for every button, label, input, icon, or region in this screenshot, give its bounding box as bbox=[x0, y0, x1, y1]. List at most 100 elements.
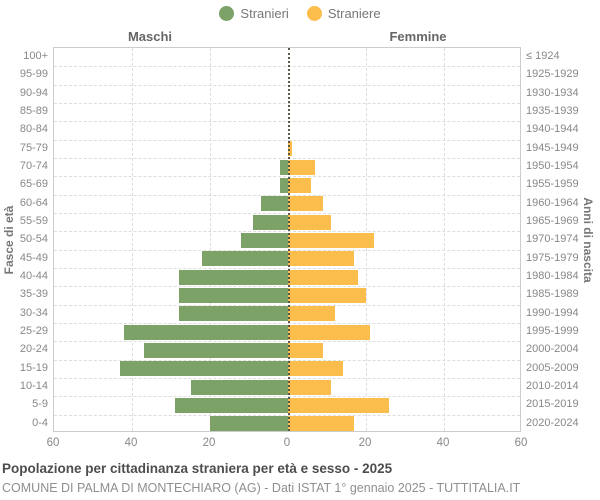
birth-year-label: 1955-1959 bbox=[526, 178, 579, 191]
age-label: 75-79 bbox=[19, 141, 48, 154]
bar-female-0-4 bbox=[288, 416, 355, 432]
plot-area bbox=[53, 47, 521, 432]
birth-year-label: 2020-2024 bbox=[526, 416, 579, 429]
bar-female-10-14 bbox=[288, 379, 331, 395]
birth-year-label: 1985-1989 bbox=[526, 288, 579, 301]
bar-female-35-39 bbox=[288, 288, 366, 303]
horizontal-gridline bbox=[54, 84, 520, 86]
legend-label: Stranieri bbox=[240, 6, 289, 21]
bar-female-40-44 bbox=[288, 269, 359, 285]
x-tick-label: 60 bbox=[514, 437, 528, 449]
birth-year-label: 1935-1939 bbox=[526, 105, 579, 117]
horizontal-gridline bbox=[54, 249, 520, 251]
birth-year-label: 2000-2004 bbox=[526, 343, 579, 356]
horizontal-gridline bbox=[54, 286, 520, 288]
birth-year-label: 1965-1969 bbox=[526, 215, 579, 227]
age-label: 15-19 bbox=[19, 361, 48, 374]
bar-male-15-19 bbox=[120, 361, 288, 377]
age-label: 60-64 bbox=[19, 196, 48, 209]
age-label: 100+ bbox=[23, 50, 48, 62]
vertical-gridline bbox=[210, 48, 211, 431]
x-tick-label: 60 bbox=[46, 437, 60, 449]
age-label: 50-54 bbox=[19, 233, 48, 246]
age-label: 30-34 bbox=[19, 306, 48, 319]
birth-year-label: 1970-1974 bbox=[526, 233, 579, 246]
age-label: 90-94 bbox=[19, 86, 48, 99]
horizontal-gridline bbox=[54, 213, 520, 214]
age-label: 95-99 bbox=[19, 68, 48, 81]
bar-male-60-64 bbox=[260, 196, 288, 212]
horizontal-gridline bbox=[54, 194, 520, 196]
birth-year-label: 1975-1979 bbox=[526, 251, 579, 264]
stranieri-swatch-icon bbox=[219, 6, 235, 21]
legend-item-stranieri: Stranieri bbox=[219, 6, 289, 21]
bar-female-65-69 bbox=[288, 178, 312, 193]
birth-year-label: 2010-2014 bbox=[526, 380, 579, 392]
birth-year-label: 2015-2019 bbox=[526, 398, 579, 411]
horizontal-gridline bbox=[54, 231, 520, 233]
bar-female-30-34 bbox=[288, 306, 335, 322]
bar-male-0-4 bbox=[210, 416, 288, 432]
straniere-swatch-icon bbox=[306, 6, 322, 21]
horizontal-gridline bbox=[54, 414, 520, 416]
x-tick-label: 20 bbox=[358, 437, 372, 449]
legend-label: Straniere bbox=[327, 6, 381, 21]
birth-year-label: 2005-2009 bbox=[526, 361, 579, 374]
bar-male-40-44 bbox=[178, 269, 288, 285]
bar-male-65-69 bbox=[280, 178, 288, 193]
legend: Stranieri Straniere bbox=[0, 6, 600, 21]
chart-title: Popolazione per cittadinanza straniera p… bbox=[2, 461, 393, 476]
vertical-gridline bbox=[444, 48, 445, 431]
horizontal-gridline bbox=[54, 359, 520, 361]
bar-female-25-29 bbox=[288, 324, 370, 340]
bar-female-15-19 bbox=[288, 361, 343, 377]
age-label: 65-69 bbox=[19, 178, 48, 191]
bar-female-45-49 bbox=[288, 251, 355, 267]
birth-year-label: 1925-1929 bbox=[526, 68, 579, 81]
bar-male-20-24 bbox=[143, 343, 288, 358]
bar-male-25-29 bbox=[124, 324, 288, 340]
age-label: 70-74 bbox=[19, 160, 48, 172]
horizontal-gridline bbox=[54, 304, 520, 306]
horizontal-gridline bbox=[54, 158, 520, 159]
legend-item-straniere: Straniere bbox=[306, 6, 381, 21]
bar-male-10-14 bbox=[190, 379, 288, 395]
horizontal-gridline bbox=[54, 139, 520, 141]
bar-male-70-74 bbox=[280, 159, 288, 175]
bar-male-45-49 bbox=[202, 251, 288, 267]
zero-axis-line bbox=[288, 48, 290, 431]
horizontal-gridline bbox=[54, 396, 520, 398]
bar-female-70-74 bbox=[288, 159, 316, 175]
bar-female-50-54 bbox=[288, 233, 374, 248]
bar-male-30-34 bbox=[178, 306, 288, 322]
age-label: 55-59 bbox=[19, 215, 48, 227]
age-label: 45-49 bbox=[19, 251, 48, 264]
age-label: 5-9 bbox=[32, 398, 48, 411]
x-tick-label: 0 bbox=[283, 437, 291, 449]
vertical-gridline bbox=[132, 48, 133, 431]
birth-year-label: 1990-1994 bbox=[526, 306, 579, 319]
x-tick-label: 40 bbox=[436, 437, 450, 449]
birth-year-label: 1945-1949 bbox=[526, 141, 579, 154]
age-label: 10-14 bbox=[19, 380, 48, 392]
horizontal-gridline bbox=[54, 268, 520, 269]
bar-female-5-9 bbox=[288, 398, 390, 413]
right-axis-title: Anni di nascita bbox=[581, 197, 595, 283]
bar-female-20-24 bbox=[288, 343, 324, 358]
birth-year-label: 1980-1984 bbox=[526, 270, 579, 282]
horizontal-gridline bbox=[54, 341, 520, 343]
horizontal-gridline bbox=[54, 323, 520, 324]
birth-year-label: 1930-1934 bbox=[526, 86, 579, 99]
birth-year-label: 1960-1964 bbox=[526, 196, 579, 209]
horizontal-gridline bbox=[54, 176, 520, 178]
left-axis-title: Fasce di età bbox=[2, 205, 16, 275]
bar-male-35-39 bbox=[178, 288, 288, 303]
age-label: 85-89 bbox=[19, 105, 48, 117]
males-header: Maschi bbox=[127, 29, 173, 44]
chart-subtitle: COMUNE DI PALMA DI MONTECHIARO (AG) - Da… bbox=[2, 481, 521, 495]
birth-year-label: ≤ 1924 bbox=[526, 50, 560, 62]
age-label: 0-4 bbox=[32, 416, 48, 429]
birth-year-label: 1995-1999 bbox=[526, 325, 579, 337]
age-label: 25-29 bbox=[19, 325, 48, 337]
